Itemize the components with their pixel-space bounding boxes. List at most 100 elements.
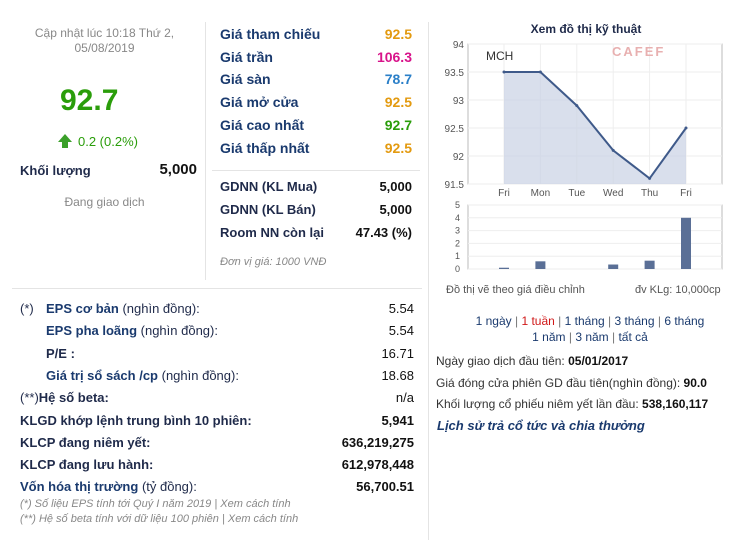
stat-value: 16.71 — [381, 345, 414, 361]
dividend-history-link[interactable]: Lịch sử trả cổ tức và chia thưởng — [437, 418, 645, 433]
first-trading-day-label: Ngày giao dịch đầu tiên: — [436, 354, 565, 368]
stat-row: Giá trị sổ sách /cp (nghìn đồng): 18.68 — [20, 368, 414, 383]
price-value: 106.3 — [376, 48, 412, 65]
range-option[interactable]: 3 tháng — [614, 314, 655, 328]
y-tick-label: 93.5 — [445, 68, 465, 79]
stat-value: 636,219,275 — [341, 434, 414, 450]
stat-value: 56,700.51 — [356, 479, 414, 495]
separator — [212, 170, 420, 171]
stat-unit: (nghìn đồng): — [161, 367, 239, 383]
price-chart[interactable]: 94 93.5 93 92.5 92 91.5 Fri Mon Tue Wed Thu Fri MCH C… — [432, 36, 732, 276]
stat-row: (*) EPS cơ bản (nghìn đồng): 5.54 — [20, 301, 414, 316]
price-value: 92.5 — [384, 26, 412, 42]
price-value: 78.7 — [384, 71, 412, 88]
price-point — [648, 176, 652, 180]
x-tick-label: Wed — [603, 188, 623, 199]
price-label: Giá sàn — [220, 71, 271, 88]
range-separator: | — [511, 314, 522, 328]
update-time: Cập nhật lúc 10:18 Thứ 2, 05/08/2019 — [12, 26, 197, 56]
range-option[interactable]: 1 tuần — [521, 314, 555, 328]
stat-row: EPS pha loãng (nghìn đồng): 5.54 — [20, 323, 414, 338]
volume-bar — [681, 217, 691, 269]
stat-value: 5,941 — [381, 412, 414, 428]
price-label: Giá mở cửa — [220, 94, 299, 111]
price-row: Giá mở cửa 92.5 — [220, 94, 412, 110]
range-selector: 1 ngày | 1 tuần | 1 tháng | 3 tháng | 6 … — [440, 313, 740, 345]
foreign-row: Room NN còn lại 47.43 (%) — [220, 225, 412, 240]
first-trading-day-value: 05/01/2017 — [568, 354, 629, 368]
unit-note: Đơn vị giá: 1000 VNĐ — [220, 256, 327, 268]
first-trading-day: Ngày giao dịch đầu tiên: 05/01/2017 — [436, 354, 628, 368]
stat-label-group: P/E : — [20, 346, 75, 361]
price-row: Giá thấp nhất 92.5 — [220, 140, 412, 156]
y-tick-label: 94 — [453, 40, 465, 51]
stat-unit: (nghìn đồng): — [140, 323, 218, 339]
price-value: 92.5 — [384, 139, 412, 156]
price-label: Giá cao nhất — [220, 116, 305, 133]
volume-plot-area — [467, 204, 723, 270]
price-row: Giá tham chiếu 92.5 — [220, 26, 412, 42]
stat-label: KLCP đang niêm yết: — [20, 434, 151, 450]
trading-status: Đang giao dịch — [64, 195, 145, 209]
price-value: 92.5 — [384, 94, 412, 111]
stat-row: (**)Hệ số beta: n/a — [20, 390, 414, 405]
stat-label: Hệ số beta: — [38, 390, 109, 406]
stat-label: P/E : — [46, 345, 75, 361]
range-option[interactable]: 1 tháng — [564, 314, 605, 328]
separator — [428, 22, 429, 540]
chart-volume-unit: đv KLg: 10,000cp — [635, 284, 721, 296]
range-option[interactable]: 1 năm — [532, 330, 566, 344]
stat-label-group: EPS pha loãng (nghìn đồng): — [20, 323, 218, 338]
stat-marker: (*) — [20, 301, 34, 316]
range-option[interactable]: tất cả — [618, 330, 648, 344]
stat-value: 5.54 — [388, 301, 414, 316]
volume-tick-label: 2 — [455, 238, 460, 248]
foreign-value: 47.43 (%) — [355, 225, 412, 240]
foreign-value: 5,000 — [379, 202, 412, 217]
update-time-line: Cập nhật lúc 10:18 Thứ 2, — [34, 26, 175, 40]
first-close-price-value: 90.0 — [683, 376, 707, 390]
stat-label-group: KLCP đang lưu hành: — [20, 457, 153, 472]
price-point — [575, 104, 579, 108]
footnote-text: (**) Hệ số beta tính với dữ liệu 100 phi… — [20, 513, 228, 525]
price-label: Giá tham chiếu — [220, 26, 321, 42]
cafef-watermark: CAFEF — [612, 44, 665, 59]
range-option[interactable]: 3 năm — [575, 330, 609, 344]
stat-label-group: (*) EPS cơ bản (nghìn đồng): — [20, 301, 200, 316]
first-close-price-label: Giá đóng cửa phiên GD đầu tiên(nghìn đồn… — [436, 376, 681, 390]
price-change-value: 0.2 (0.2%) — [78, 133, 138, 149]
stat-marker: (**) — [20, 390, 39, 406]
first-close-price: Giá đóng cửa phiên GD đầu tiên(nghìn đồn… — [436, 376, 707, 390]
stat-label: Vốn hóa thị trường — [20, 479, 139, 495]
foreign-label: Room NN còn lại — [220, 225, 325, 240]
price-label: Giá trần — [220, 48, 273, 65]
x-tick-label: Tue — [568, 188, 585, 199]
price-label: Giá thấp nhất — [220, 139, 310, 156]
footnote-text: (*) Số liệu EPS tính tới Quý I năm 2019 … — [20, 498, 221, 510]
range-option[interactable]: 1 ngày — [475, 314, 512, 328]
x-tick-label: Fri — [680, 188, 692, 199]
price-point — [538, 70, 542, 74]
range-separator: | — [654, 314, 665, 328]
foreign-value: 5,000 — [379, 179, 412, 194]
stat-label-group: (**)Hệ số beta: — [20, 390, 109, 405]
volume-bar — [644, 260, 655, 269]
stat-label-group: KLGD khớp lệnh trung bình 10 phiên: — [20, 413, 252, 428]
y-tick-label: 92 — [453, 152, 465, 163]
calculation-link[interactable]: Xem cách tính — [220, 498, 291, 510]
volume-value: 5,000 — [159, 161, 197, 178]
range-option[interactable]: 6 tháng — [664, 314, 705, 328]
calculation-link[interactable]: Xem cách tính — [227, 513, 299, 525]
current-price: 92.7 — [60, 84, 119, 117]
chart-title-link[interactable]: Xem đồ thị kỹ thuật — [530, 22, 642, 36]
stat-unit: (tỷ đồng): — [141, 479, 197, 495]
separator — [205, 22, 206, 280]
volume-tick-label: 4 — [455, 213, 460, 223]
range-separator: | — [604, 314, 615, 328]
volume-tick-label: 3 — [455, 226, 460, 236]
update-date-line: 05/08/2019 — [74, 41, 135, 55]
stat-label: KLCP đang lưu hành: — [20, 457, 154, 473]
stat-row: Vốn hóa thị trường (tỷ đồng): 56,700.51 — [20, 479, 414, 494]
stat-label: Giá trị sổ sách /cp — [46, 367, 158, 383]
stat-value: n/a — [395, 390, 414, 406]
